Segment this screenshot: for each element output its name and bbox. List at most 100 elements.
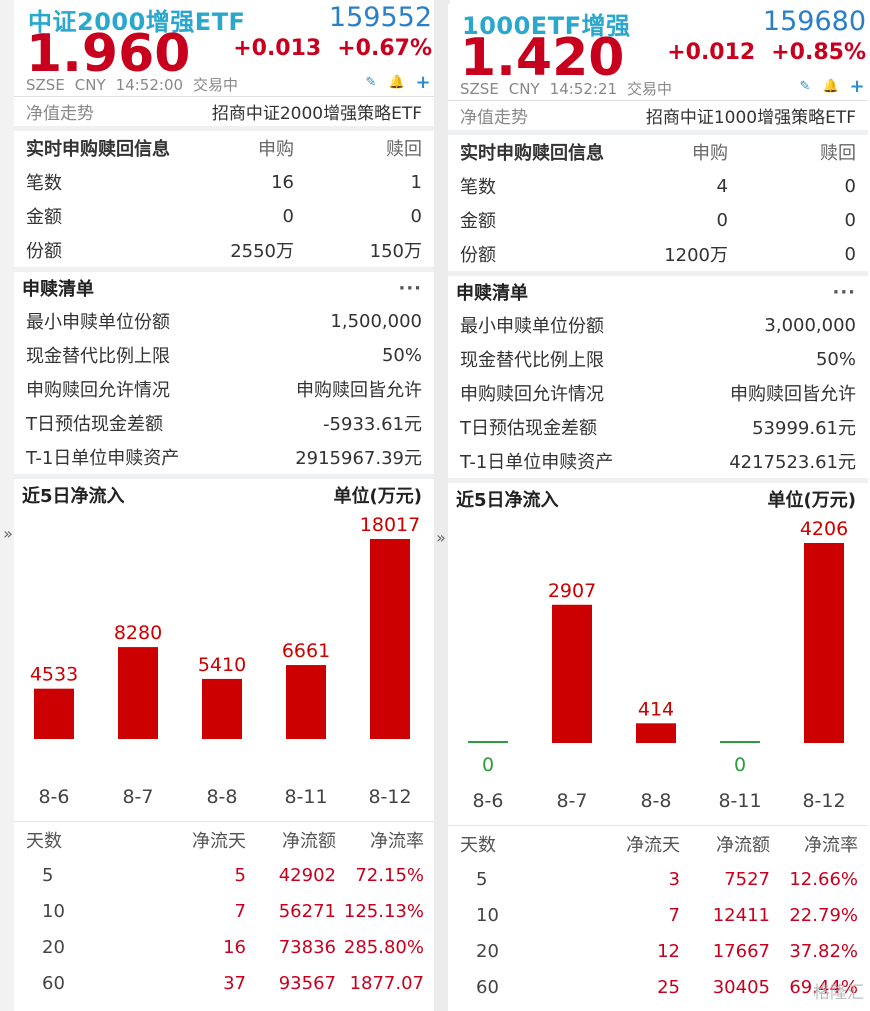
stats-days: 5 xyxy=(476,868,488,890)
chart-category-label: 8-11 xyxy=(718,790,761,812)
stats-inflow-amount: 12411 xyxy=(712,904,770,926)
chart-bar[interactable] xyxy=(636,723,676,743)
edit-icon[interactable]: ✎ xyxy=(799,79,811,94)
stats-days: 20 xyxy=(476,940,499,962)
realtime-row-redeem: 150万 xyxy=(369,241,422,262)
nav-trend-row[interactable]: 净值走势 招商中证1000增强策略ETF xyxy=(448,100,868,130)
stats-col-inflow-days: 净流天 xyxy=(192,830,246,852)
currency-label: CNY xyxy=(508,80,540,98)
edit-icon[interactable]: ✎ xyxy=(365,75,377,90)
net-inflow-chart-svg: 4533 8-6 8280 8-7 5410 8-8 6661 8-11 18017 8-12 xyxy=(30,514,420,808)
change-value: +0.013 xyxy=(233,36,322,61)
watermark-logo: 格隆汇 xyxy=(813,983,864,1003)
col-subscribe: 申购 xyxy=(692,143,728,164)
chart-value-label: 2907 xyxy=(548,580,596,602)
list-row-value: 4217523.61元 xyxy=(729,452,856,473)
chart-value-label: 18017 xyxy=(360,514,420,536)
realtime-row-label: 金额 xyxy=(460,211,496,232)
list-row-value: 50% xyxy=(381,344,422,366)
chart-value-label: 4533 xyxy=(30,664,78,686)
chart-bar-zero[interactable] xyxy=(468,741,508,743)
realtime-row: 金额 0 0 xyxy=(14,199,434,233)
chart-header: 近5日净流入 单位(万元) xyxy=(448,483,868,515)
stats-header: 天数 净流天 净流额 净流率 xyxy=(14,821,434,857)
list-row-value: 3,000,000 xyxy=(764,314,856,336)
chart-bar[interactable] xyxy=(552,604,592,743)
realtime-row-subscribe: 0 xyxy=(716,209,728,231)
plus-icon[interactable]: + xyxy=(849,76,865,97)
chart-category-label: 8-11 xyxy=(284,786,327,808)
nav-trend-row[interactable]: 净值走势 招商中证2000增强策略ETF xyxy=(14,96,434,126)
list-row-label: 最小申赎单位份额 xyxy=(26,312,170,333)
nav-trend-label[interactable]: 净值走势 xyxy=(460,108,528,128)
chart-bar[interactable] xyxy=(202,678,242,739)
stats-days: 20 xyxy=(42,936,65,958)
list-row-value: 53999.61元 xyxy=(752,418,856,439)
stats-col-days: 天数 xyxy=(26,830,62,852)
net-inflow-section: 近5日净流入 单位(万元) 0 8-6 2907 8-7 414 8-8 0 8-11 4206… xyxy=(448,478,868,825)
stats-inflow-rate: 125.13% xyxy=(343,900,424,922)
chart-category-label: 8-7 xyxy=(556,790,587,812)
stats-inflow-days: 12 xyxy=(657,940,680,962)
col-subscribe: 申购 xyxy=(258,139,294,160)
list-row-value: 申购赎回皆允许 xyxy=(296,380,422,401)
stats-inflow-rate: 69.44% xyxy=(789,976,858,998)
chart-bar[interactable] xyxy=(34,688,74,739)
more-icon[interactable]: ··· xyxy=(398,277,422,299)
chart-title: 近5日净流入 xyxy=(456,490,559,511)
redemption-list-section: 申赎清单 ··· 最小申赎单位份额 3,000,000 现金替代比例上限 50% 申购赎… xyxy=(448,271,868,478)
stats-inflow-amount: 7527 xyxy=(724,868,770,890)
security-name[interactable]: 中证2000增强ETF xyxy=(28,8,246,36)
realtime-row: 金额 0 0 xyxy=(448,203,868,237)
etf-panel-1: 中证2000增强ETF 159552 1.960 +0.013 +0.67% SZ… xyxy=(14,0,434,1011)
chart-category-label: 8-12 xyxy=(368,786,411,808)
realtime-row-redeem: 0 xyxy=(410,205,422,227)
realtime-row-label: 份额 xyxy=(460,245,496,266)
quote-header: 中证2000增强ETF 159552 1.960 +0.013 +0.67% SZ… xyxy=(14,0,434,96)
plus-icon[interactable]: + xyxy=(415,72,431,93)
nav-trend-label[interactable]: 净值走势 xyxy=(26,104,94,124)
stats-inflow-amount: 93567 xyxy=(278,972,336,994)
net-inflow-stats: 天数 净流天 净流额 净流率 5 5 42902 72.15% 10 7 56271 125.… xyxy=(14,821,434,1001)
chart-bar[interactable] xyxy=(370,539,410,739)
chart-bar[interactable] xyxy=(118,647,158,739)
redemption-list-row: T日预估现金差额 53999.61元 xyxy=(448,410,868,444)
price-change: +0.012 +0.85% xyxy=(667,40,866,65)
redemption-list-title: 申赎清单 xyxy=(456,283,528,304)
security-code: 159680 xyxy=(762,6,866,37)
list-row-label: 申购赎回允许情况 xyxy=(460,384,604,405)
redemption-list-row: 最小申赎单位份额 3,000,000 xyxy=(448,308,868,342)
stats-days: 5 xyxy=(42,864,54,886)
chart-bar-zero[interactable] xyxy=(720,741,760,743)
chart-bar[interactable] xyxy=(804,543,844,743)
chart-bar[interactable] xyxy=(286,665,326,739)
realtime-header: 实时申购赎回信息 申购 赎回 xyxy=(448,135,868,169)
chart-value-label: 5410 xyxy=(198,654,246,676)
redemption-list-header: 申赎清单 ··· xyxy=(448,276,868,308)
stats-days: 10 xyxy=(42,900,65,922)
realtime-row-subscribe: 0 xyxy=(282,205,294,227)
stats-inflow-rate: 12.66% xyxy=(789,868,858,890)
realtime-row-redeem: 1 xyxy=(410,171,422,193)
expand-arrow-icon-mid[interactable]: » xyxy=(436,528,446,547)
quote-header: 1000ETF增强 159680 1.420 +0.012 +0.85% SZSE… xyxy=(448,4,868,100)
chart-value-label: 414 xyxy=(638,698,674,720)
change-value: +0.012 xyxy=(667,40,756,65)
stats-row: 60 25 30405 69.44% xyxy=(448,969,868,1005)
expand-arrow-icon[interactable]: » xyxy=(3,524,13,543)
etf-panel-2: 1000ETF增强 159680 1.420 +0.012 +0.85% SZSE… xyxy=(448,4,868,1011)
security-name[interactable]: 1000ETF增强 xyxy=(462,12,631,40)
bell-icon[interactable]: 🔔 xyxy=(388,75,406,90)
more-icon[interactable]: ··· xyxy=(832,281,856,303)
left-collapse-strip[interactable] xyxy=(0,0,16,1011)
middle-collapse-strip[interactable] xyxy=(432,0,450,1011)
list-row-label: T日预估现金差额 xyxy=(26,414,163,435)
list-row-value: 申购赎回皆允许 xyxy=(730,384,856,405)
realtime-row-label: 份额 xyxy=(26,241,62,262)
bell-icon[interactable]: 🔔 xyxy=(822,79,840,94)
stats-row: 20 16 73836 285.80% xyxy=(14,929,434,965)
chart-value-label: 0 xyxy=(734,754,746,776)
quote-meta: SZSE CNY 14:52:21 交易中 xyxy=(460,78,682,99)
redemption-list-header: 申赎清单 ··· xyxy=(14,272,434,304)
chart-value-label: 8280 xyxy=(114,622,162,644)
